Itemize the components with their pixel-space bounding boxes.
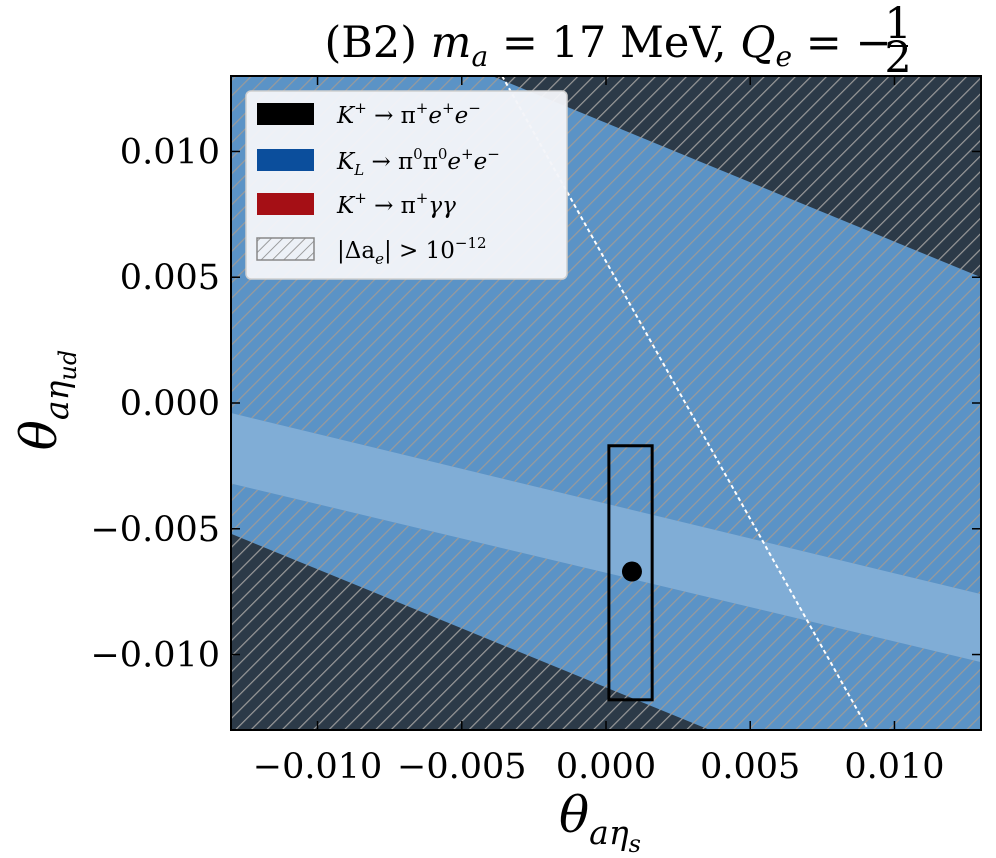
y-tick-label: 0.000 [120,384,220,424]
legend-swatch-kplus-gg [257,193,314,215]
y-tick-label: 0.005 [120,258,220,298]
y-tick-label: −0.005 [90,510,220,550]
legend-swatch-kl [257,149,314,171]
legend-label-kplus-ee: K+ → π+e+e− [336,99,481,129]
x-tick-label: −0.010 [253,747,383,787]
x-axis-label: θaηs [559,786,641,858]
legend-swatch-hatch [256,237,315,261]
title-q-sub: e [776,40,793,73]
title-m-rest: = 17 MeV, [488,18,740,68]
y-tick-label: −0.010 [90,636,220,676]
legend: K+ → π+e+e− KL → π0π0e+e− K+ → π+γγ |Δae… [245,90,568,280]
y-tick-label: 0.010 [120,132,220,172]
x-tick-label: 0.010 [844,747,944,787]
x-tick-label: 0.000 [556,747,656,787]
y-axis-label: θaηud [10,350,82,450]
legend-box [245,90,568,280]
title-q: Q [740,18,775,68]
central-band [231,413,981,663]
hatch-region-lower [231,483,981,730]
uncertainty-box [607,444,654,702]
title-q-rest: = − [792,18,891,68]
title-prefix: (B2) [324,18,430,68]
title-m-sub: a [471,40,488,73]
legend-label-ae: |Δae| > 10−12 [337,234,487,268]
title-fraction: 1 2 [884,0,911,83]
title-frac-num: 1 [884,0,911,49]
legend-label-kl: KL → π0π0e+e− [336,145,500,179]
x-tick-label: −0.005 [397,747,527,787]
chart-title: (B2) ma = 17 MeV, Qe = − [324,18,891,73]
dashed-line [501,76,870,730]
legend-swatch-kplus-ee [257,103,314,125]
x-tick-label: 0.005 [700,747,800,787]
title-frac-den: 2 [884,33,911,83]
title-m: m [431,18,472,68]
best-fit-point [621,561,642,582]
legend-label-kplus-gg: K+ → π+γγ [336,189,456,219]
